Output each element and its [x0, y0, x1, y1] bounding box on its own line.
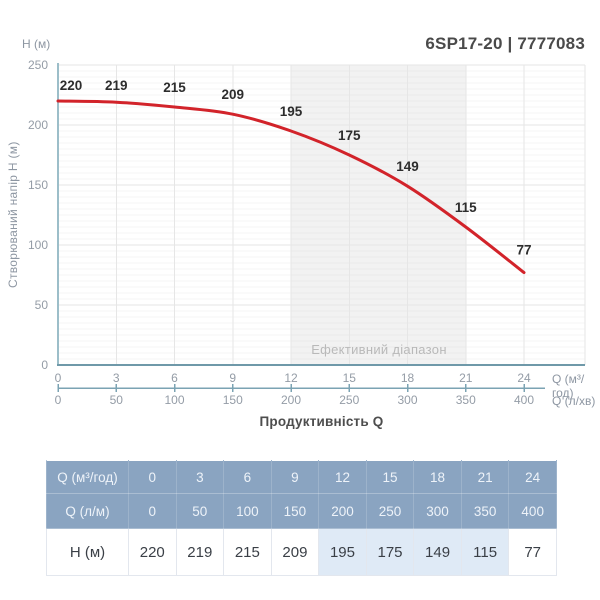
- table-cell: 195: [318, 528, 367, 576]
- table-cell: 3: [175, 460, 225, 494]
- x-tick-label-lmin: 350: [456, 393, 476, 407]
- table-cell: 24: [508, 460, 557, 494]
- point-label: 215: [163, 80, 186, 95]
- x-tick-label-lmin: 300: [397, 393, 417, 407]
- x-tick-label-m3h: 0: [55, 371, 62, 385]
- point-label: 175: [338, 128, 361, 143]
- table-cell: 350: [460, 493, 510, 529]
- x-tick-label-m3h: 3: [113, 371, 120, 385]
- table-cell: 209: [270, 528, 320, 576]
- table-cell: 100: [223, 493, 272, 529]
- y-tick-label: 250: [28, 58, 48, 72]
- table-cell: 0: [128, 493, 177, 529]
- table-cell: 0: [128, 460, 177, 494]
- x-tick-label-m3h: 21: [459, 371, 473, 385]
- y-tick-label: 200: [28, 118, 48, 132]
- table-cell: 400: [508, 493, 557, 529]
- table-cell: 149: [413, 528, 462, 576]
- point-label: 115: [455, 200, 477, 215]
- table-cell: 18: [413, 460, 462, 494]
- point-label: 77: [516, 243, 531, 258]
- row-label: H (м): [46, 528, 129, 576]
- x-tick-label-lmin: 50: [110, 393, 124, 407]
- x-tick-label-lmin: 100: [164, 393, 184, 407]
- x-tick-label-lmin: 400: [514, 393, 534, 407]
- table-cell: 300: [413, 493, 462, 529]
- table-cell: 175: [365, 528, 415, 576]
- y-axis-title: Створюваний напір H (м): [6, 141, 20, 289]
- y-axis-unit-label: H (м): [22, 37, 51, 51]
- page-title: 6SP17-20 | 7777083: [425, 34, 585, 53]
- effective-range-band: [291, 65, 466, 365]
- table-cell: 12: [318, 460, 367, 494]
- point-label: 220: [60, 78, 83, 93]
- table-cell: 6: [223, 460, 272, 494]
- y-tick-label: 100: [28, 238, 48, 252]
- y-tick-label: 0: [41, 358, 48, 372]
- table-cell: 77: [508, 528, 557, 576]
- x-tick-label-lmin: 250: [339, 393, 359, 407]
- table-cell: 200: [318, 493, 367, 529]
- row-label: Q (м³/год): [46, 460, 129, 494]
- row-label: Q (л/м): [46, 493, 129, 529]
- table-row: Q (л/м) 0 50 100 150 200 250 300 350 400: [46, 493, 557, 529]
- effective-range-label: Ефективний діапазон: [311, 342, 447, 357]
- point-label: 195: [280, 104, 303, 119]
- point-label: 149: [396, 159, 419, 174]
- x-tick-label-m3h: 18: [401, 371, 415, 385]
- x-axis-unit-m3h: Q (м³/год): [552, 372, 585, 400]
- x-axis-title: Продуктивність Q: [259, 414, 384, 429]
- x-tick-label-m3h: 24: [517, 371, 531, 385]
- table-cell: 21: [460, 460, 510, 494]
- table-cell: 115: [460, 528, 510, 576]
- performance-table: Q (м³/год) 0 3 6 9 12 15 18 21 24 Q (л/м) 0 50 100 150…: [46, 460, 557, 576]
- y-tick-label: 50: [35, 298, 49, 312]
- table-cell: 9: [270, 460, 320, 494]
- x-axis-unit-lmin: Q (л/хв): [552, 394, 596, 408]
- x-tick-label-m3h: 9: [229, 371, 236, 385]
- x-tick-label-lmin: 200: [281, 393, 301, 407]
- y-tick-label: 150: [28, 178, 48, 192]
- x-tick-label-m3h: 6: [171, 371, 178, 385]
- x-tick-label-lmin: 150: [223, 393, 243, 407]
- table-cell: 220: [128, 528, 177, 576]
- point-label: 219: [105, 78, 128, 93]
- performance-chart: 0 50 100 150 200 250 0 3 6 9 12 15 18 21 24 0 50 100 150 20…: [6, 34, 596, 429]
- table-cell: 15: [365, 460, 415, 494]
- performance-curve-svg: 0 50 100 150 200 250 0 3 6 9 12 15 18 21 24 0 50 100 150 20…: [28, 58, 586, 407]
- point-label: 209: [221, 87, 244, 102]
- x-tick-label-m3h: 12: [284, 371, 298, 385]
- table-row: Q (м³/год) 0 3 6 9 12 15 18 21 24: [46, 460, 557, 494]
- table-row: H (м) 220 219 215 209 195 175 149 115 77: [46, 528, 557, 576]
- head-curve: [56, 99, 526, 275]
- table-cell: 50: [175, 493, 225, 529]
- x-tick-label-m3h: 15: [343, 371, 357, 385]
- x-tick-label-lmin: 0: [55, 393, 62, 407]
- table-cell: 219: [175, 528, 225, 576]
- table-cell: 250: [365, 493, 415, 529]
- table-cell: 215: [223, 528, 272, 576]
- table-cell: 150: [270, 493, 320, 529]
